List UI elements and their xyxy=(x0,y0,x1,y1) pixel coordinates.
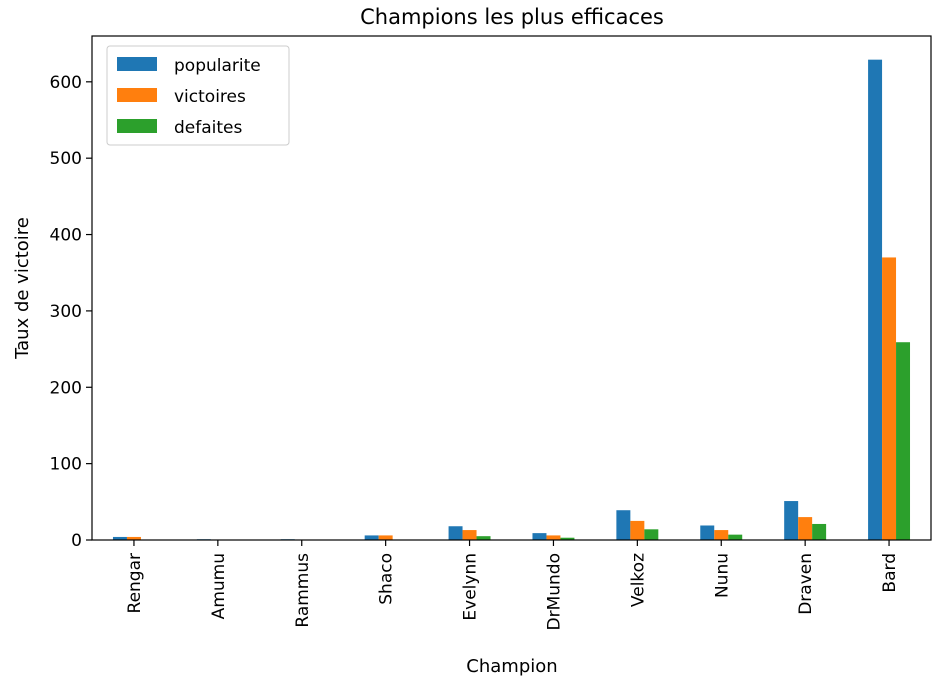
legend-label-victoires: victoires xyxy=(174,87,246,107)
x-tick-label: Nunu xyxy=(712,553,732,598)
x-tick-label: Draven xyxy=(796,553,816,615)
bar-defaites-Velkoz xyxy=(644,529,659,540)
bar-popularite-Rengar xyxy=(112,536,127,540)
bar-popularite-Draven xyxy=(784,501,799,540)
y-tick-label: 200 xyxy=(50,378,82,398)
x-tick-label: Rammus xyxy=(293,553,313,628)
y-tick-label: 300 xyxy=(50,302,82,322)
y-tick-label: 0 xyxy=(71,531,82,551)
bar-victoires-Bard xyxy=(882,257,897,540)
y-tick-label: 600 xyxy=(50,73,82,93)
x-tick-label: Evelynn xyxy=(461,553,481,621)
bar-popularite-Shaco xyxy=(364,535,379,540)
bar-defaites-Evelynn xyxy=(476,536,491,540)
bar-popularite-Bard xyxy=(868,59,883,541)
y-axis-title: Taux de victoire xyxy=(12,217,33,360)
bar-popularite-Nunu xyxy=(700,525,715,540)
x-axis-title: Champion xyxy=(466,656,557,677)
bar-defaites-Draven xyxy=(812,523,827,540)
y-tick-label: 500 xyxy=(50,149,82,169)
y-tick-label: 400 xyxy=(50,226,82,246)
bar-popularite-Evelynn xyxy=(448,526,463,540)
legend-swatch-popularite xyxy=(117,57,157,71)
legend: popularite victoires defaites xyxy=(106,45,290,146)
x-tick-label: Shaco xyxy=(377,553,397,605)
bar-victoires-Evelynn xyxy=(462,530,477,540)
legend-label-popularite: popularite xyxy=(174,56,261,76)
bar-popularite-DrMundo xyxy=(532,533,547,540)
y-tick-label: 100 xyxy=(50,455,82,475)
legend-swatch-victoires xyxy=(117,88,157,102)
bar-victoires-Shaco xyxy=(378,535,393,540)
bar-popularite-Velkoz xyxy=(616,510,631,540)
legend-swatch-defaites xyxy=(117,119,157,133)
bar-defaites-DrMundo xyxy=(560,537,575,540)
bar-defaites-Bard xyxy=(896,342,911,540)
bar-victoires-Nunu xyxy=(714,530,729,540)
x-tick-label: Amumu xyxy=(209,553,229,619)
x-tick-label: Rengar xyxy=(125,553,145,613)
x-tick-label: Velkoz xyxy=(628,553,648,607)
legend-label-defaites: defaites xyxy=(174,118,243,138)
chart-title: Champions les plus efficaces xyxy=(360,5,664,29)
bar-victoires-Velkoz xyxy=(630,520,645,540)
x-tick-label: DrMundo xyxy=(544,553,564,631)
plot-frame xyxy=(91,35,932,541)
bar-victoires-Rengar xyxy=(126,536,141,540)
bars-group xyxy=(112,59,911,541)
x-tick-label: Bard xyxy=(880,553,900,593)
bar-victoires-Draven xyxy=(798,517,813,540)
y-ticks: 0 100 200 300 400 500 600 xyxy=(50,73,92,551)
bar-victoires-DrMundo xyxy=(546,535,561,540)
bar-defaites-Nunu xyxy=(728,534,743,540)
axes-group xyxy=(91,35,932,541)
x-ticks: Rengar Amumu Rammus Shaco Evelynn DrMundo Velk… xyxy=(125,540,900,631)
